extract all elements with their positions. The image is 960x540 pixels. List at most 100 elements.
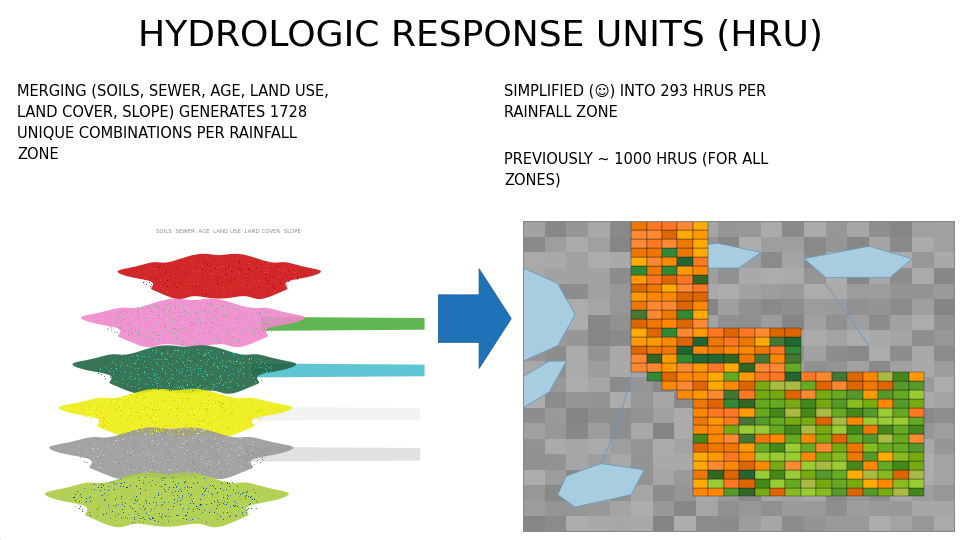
FancyBboxPatch shape [566, 284, 588, 299]
FancyBboxPatch shape [848, 516, 869, 532]
FancyBboxPatch shape [545, 221, 566, 237]
FancyBboxPatch shape [761, 361, 782, 377]
FancyBboxPatch shape [675, 361, 696, 377]
FancyBboxPatch shape [708, 478, 724, 488]
FancyBboxPatch shape [610, 314, 632, 330]
FancyBboxPatch shape [653, 377, 675, 392]
FancyBboxPatch shape [909, 381, 924, 390]
FancyBboxPatch shape [909, 470, 924, 478]
FancyBboxPatch shape [632, 221, 653, 237]
FancyBboxPatch shape [693, 354, 708, 363]
FancyBboxPatch shape [891, 361, 912, 377]
FancyBboxPatch shape [848, 501, 869, 516]
FancyBboxPatch shape [912, 284, 934, 299]
FancyBboxPatch shape [675, 454, 696, 470]
FancyBboxPatch shape [739, 314, 761, 330]
FancyBboxPatch shape [693, 248, 708, 257]
FancyBboxPatch shape [523, 330, 545, 346]
FancyBboxPatch shape [724, 390, 739, 399]
FancyBboxPatch shape [894, 443, 909, 452]
FancyBboxPatch shape [826, 253, 848, 268]
FancyBboxPatch shape [863, 478, 878, 488]
FancyBboxPatch shape [693, 310, 708, 319]
FancyBboxPatch shape [863, 443, 878, 452]
FancyBboxPatch shape [678, 230, 693, 239]
FancyBboxPatch shape [708, 372, 724, 381]
FancyBboxPatch shape [831, 461, 848, 470]
FancyBboxPatch shape [755, 452, 770, 461]
FancyBboxPatch shape [647, 248, 662, 257]
FancyBboxPatch shape [678, 257, 693, 266]
FancyBboxPatch shape [653, 438, 675, 454]
FancyBboxPatch shape [610, 423, 632, 438]
FancyBboxPatch shape [739, 461, 755, 470]
FancyBboxPatch shape [718, 501, 739, 516]
FancyBboxPatch shape [912, 237, 934, 253]
FancyBboxPatch shape [718, 299, 739, 315]
FancyBboxPatch shape [545, 454, 566, 470]
FancyBboxPatch shape [804, 501, 826, 516]
FancyBboxPatch shape [816, 416, 831, 426]
FancyBboxPatch shape [891, 330, 912, 346]
FancyBboxPatch shape [782, 299, 804, 315]
FancyBboxPatch shape [678, 354, 693, 363]
FancyBboxPatch shape [869, 423, 891, 438]
FancyBboxPatch shape [782, 346, 804, 361]
FancyBboxPatch shape [693, 478, 708, 488]
FancyBboxPatch shape [826, 361, 848, 377]
FancyBboxPatch shape [891, 299, 912, 315]
FancyBboxPatch shape [545, 237, 566, 253]
FancyBboxPatch shape [826, 237, 848, 253]
FancyBboxPatch shape [708, 390, 724, 399]
FancyBboxPatch shape [662, 337, 678, 346]
FancyBboxPatch shape [724, 328, 739, 337]
FancyBboxPatch shape [755, 416, 770, 426]
FancyBboxPatch shape [566, 377, 588, 392]
Polygon shape [523, 361, 566, 408]
FancyBboxPatch shape [708, 381, 724, 390]
FancyBboxPatch shape [891, 438, 912, 454]
FancyBboxPatch shape [632, 284, 647, 292]
Polygon shape [523, 268, 575, 361]
FancyBboxPatch shape [693, 275, 708, 284]
FancyBboxPatch shape [632, 310, 647, 319]
FancyBboxPatch shape [708, 426, 724, 434]
FancyBboxPatch shape [523, 377, 545, 392]
FancyBboxPatch shape [848, 408, 863, 416]
FancyBboxPatch shape [739, 438, 761, 454]
FancyBboxPatch shape [894, 452, 909, 461]
FancyBboxPatch shape [755, 390, 770, 399]
FancyBboxPatch shape [632, 346, 647, 354]
FancyBboxPatch shape [718, 470, 739, 485]
FancyBboxPatch shape [678, 221, 693, 230]
FancyBboxPatch shape [678, 390, 693, 399]
Text: PREVIOUSLY ~ 1000 HRUS (FOR ALL
ZONES): PREVIOUSLY ~ 1000 HRUS (FOR ALL ZONES) [504, 151, 768, 187]
FancyBboxPatch shape [878, 399, 894, 408]
FancyBboxPatch shape [632, 275, 647, 284]
FancyBboxPatch shape [933, 392, 955, 408]
FancyBboxPatch shape [761, 346, 782, 361]
FancyBboxPatch shape [632, 454, 653, 470]
FancyBboxPatch shape [848, 454, 869, 470]
FancyBboxPatch shape [909, 416, 924, 426]
FancyBboxPatch shape [724, 443, 739, 452]
FancyBboxPatch shape [662, 310, 678, 319]
FancyBboxPatch shape [863, 461, 878, 470]
FancyBboxPatch shape [696, 221, 718, 237]
FancyBboxPatch shape [785, 354, 801, 363]
FancyBboxPatch shape [894, 461, 909, 470]
FancyBboxPatch shape [653, 423, 675, 438]
FancyBboxPatch shape [662, 248, 678, 257]
FancyBboxPatch shape [610, 454, 632, 470]
FancyBboxPatch shape [912, 470, 934, 485]
FancyBboxPatch shape [891, 454, 912, 470]
FancyBboxPatch shape [878, 452, 894, 461]
FancyBboxPatch shape [782, 470, 804, 485]
FancyBboxPatch shape [816, 461, 831, 470]
FancyBboxPatch shape [804, 392, 826, 408]
FancyBboxPatch shape [523, 438, 545, 454]
FancyBboxPatch shape [848, 330, 869, 346]
FancyBboxPatch shape [693, 408, 708, 416]
FancyBboxPatch shape [933, 408, 955, 423]
FancyBboxPatch shape [739, 237, 761, 253]
